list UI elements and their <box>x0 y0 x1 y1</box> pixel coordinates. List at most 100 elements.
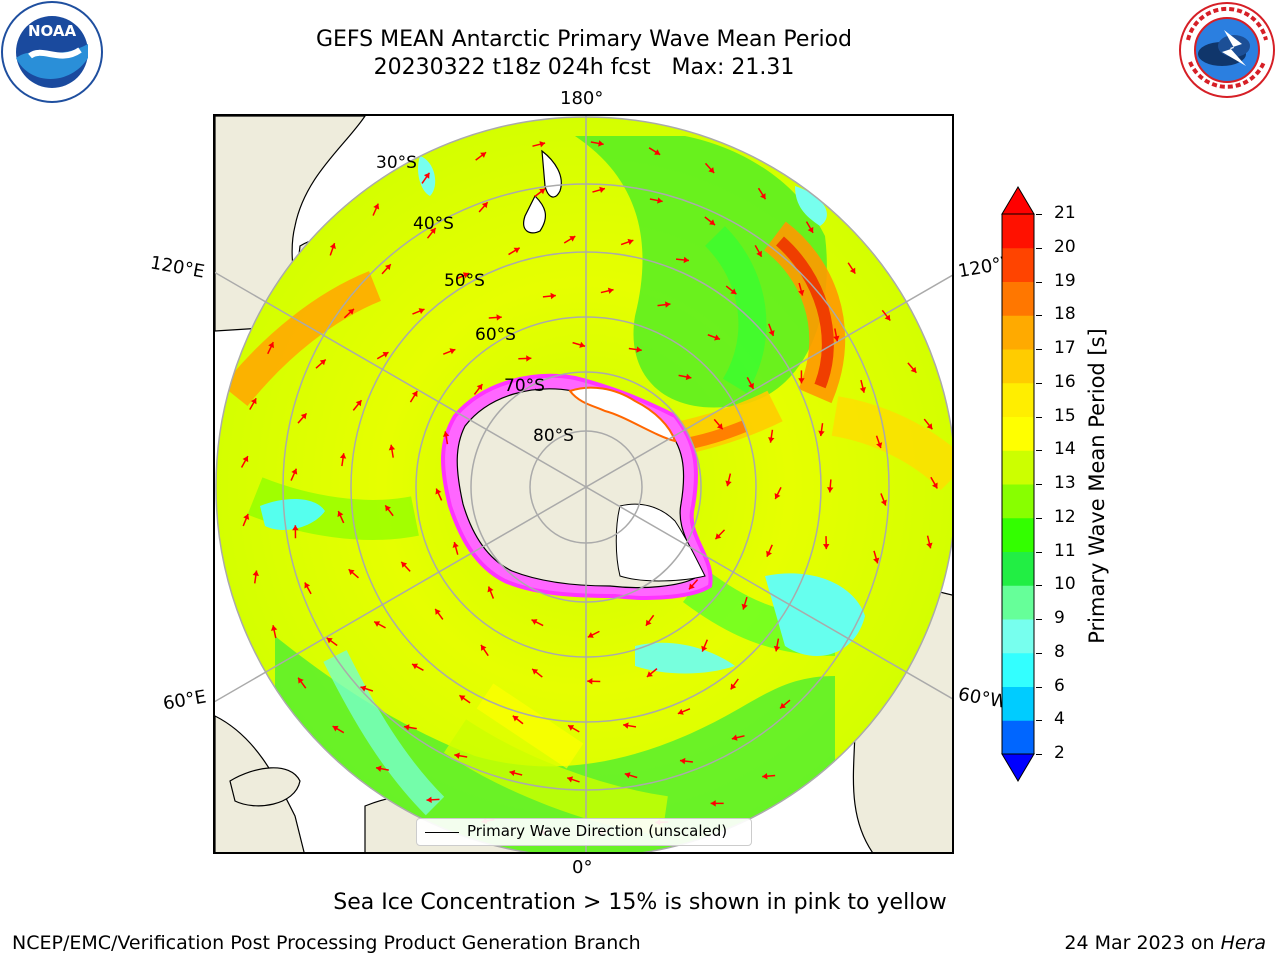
wave-arrow-head <box>725 480 732 487</box>
colorbar-tick-label: 9 <box>1054 608 1065 628</box>
wave-arrow-head <box>683 256 689 264</box>
wave-arrow-head <box>798 378 805 384</box>
chart-subtitle: 20230322 t18z 024h fcst Max: 21.31 <box>373 55 795 80</box>
lat-label-80s: 80°S <box>533 426 574 446</box>
wave-arrow-head <box>679 757 686 765</box>
wave-arrow-head <box>242 456 249 463</box>
colorbar-tick-label: 17 <box>1054 338 1076 358</box>
colorbar-tick-label: 10 <box>1054 574 1076 595</box>
colorbar-bin <box>1002 349 1034 384</box>
footer-machine: Hera <box>1220 932 1266 954</box>
lat-label-40s: 40°S <box>413 214 454 234</box>
wave-arrow-head <box>645 619 652 626</box>
colorbar-bin <box>1002 450 1034 485</box>
wave-arrow-head <box>748 382 754 389</box>
colorbar-tick-label: 2 <box>1054 743 1065 763</box>
colorbar-tick-label: 19 <box>1054 270 1076 291</box>
colorbar-tick-mark <box>1036 720 1042 722</box>
wave-arrow-head <box>579 341 586 348</box>
wave-arrow-head <box>623 722 629 729</box>
colorbar-tick-label: 18 <box>1054 304 1076 325</box>
map-panel <box>213 114 954 854</box>
wave-arrow-head <box>607 287 614 294</box>
wave-arrow-head <box>291 468 298 475</box>
wave-arrow-head <box>532 668 539 675</box>
colorbar-tick-mark <box>1036 585 1042 587</box>
graticule <box>215 116 952 852</box>
wave-arrow-head <box>481 202 488 209</box>
colorbar-tick-mark <box>1036 754 1042 755</box>
wave-arrow-head <box>250 398 257 405</box>
wave-arrow-head <box>714 334 721 341</box>
wave-arrow-head <box>598 140 604 147</box>
wave-arrow-head <box>329 243 336 250</box>
colorbar-tick-mark <box>1036 416 1042 418</box>
wave-arrow-head <box>487 586 494 593</box>
wave-arrow-head <box>665 301 671 308</box>
colorbar-bin <box>1002 585 1034 620</box>
wave-arrow-head <box>531 619 538 625</box>
wave-arrow-head <box>688 583 695 590</box>
colorbar <box>1000 186 1036 782</box>
wave-arrow-head <box>385 505 391 512</box>
colorbar-tick-label: 12 <box>1054 506 1076 527</box>
colorbar-tick-label: 20 <box>1054 236 1076 257</box>
wave-arrow-head <box>384 264 391 271</box>
chart-title: GEFS MEAN Antarctic Primary Wave Mean Pe… <box>315 27 853 52</box>
wave-arrow-head <box>388 444 396 451</box>
colorbar-tick-mark <box>1036 450 1042 452</box>
wave-arrow-head <box>348 569 355 576</box>
wave-arrow-head <box>760 193 766 200</box>
wave-arrow-head <box>756 250 762 257</box>
legend-line-swatch <box>425 832 459 833</box>
wave-arrow-head <box>569 236 576 242</box>
wave-arrow-head <box>587 632 594 638</box>
colorbar-min-extend <box>1001 753 1035 782</box>
wave-arrow-head <box>876 442 883 449</box>
wave-arrow-head <box>449 348 456 355</box>
wave-arrow-head <box>822 543 830 550</box>
footer-date: 24 Mar 2023 on <box>1064 932 1221 954</box>
wave-arrow-head <box>550 292 556 300</box>
wave-arrow-head <box>833 335 840 342</box>
wave-arrow-head <box>480 644 487 651</box>
wave-arrow-head <box>768 437 775 443</box>
wave-arrow-head <box>910 366 917 373</box>
antarctica <box>441 373 713 600</box>
colorbar-bin <box>1002 281 1034 316</box>
colorbar-tick-label: 21 <box>1054 203 1076 223</box>
wave-arrow-head <box>355 400 362 407</box>
wave-arrow-head <box>509 769 516 777</box>
footer-right: 24 Mar 2023 on Hera <box>1064 932 1266 954</box>
colorbar-bin <box>1002 484 1034 519</box>
colorbar-tick-mark <box>1036 315 1042 317</box>
colorbar-bin <box>1002 416 1034 451</box>
wave-arrow-head <box>454 752 460 759</box>
colorbar-tick-mark <box>1036 619 1042 620</box>
polar-map <box>215 116 952 852</box>
colorbar-tick-mark <box>1036 281 1042 283</box>
map-legend: Primary Wave Direction (unscaled) <box>416 818 752 846</box>
wave-arrow-head <box>709 219 716 226</box>
nws-logo <box>1176 0 1278 100</box>
lat-label-70s: 70°S <box>504 376 545 396</box>
wave-arrow-head <box>337 511 344 518</box>
wave-arrow-head <box>435 608 441 615</box>
wave-arrow-head <box>931 482 938 489</box>
lat-label-60s: 60°S <box>475 325 516 345</box>
wave-arrow-head <box>418 308 425 315</box>
colorbar-tick-mark <box>1036 652 1042 654</box>
wave-arrow-head <box>526 355 532 362</box>
wave-arrow-head <box>373 203 380 210</box>
lon-label-top: 180° <box>560 88 604 109</box>
wave-arrow-head <box>766 550 772 557</box>
wave-arrow-head <box>512 715 519 722</box>
colorbar-tick-mark <box>1036 247 1042 249</box>
wave-arrow-head <box>300 413 307 420</box>
colorbar-bin <box>1002 720 1034 755</box>
wave-arrow-head <box>252 570 260 576</box>
wave-arrow-head <box>798 289 805 296</box>
wave-arrow-head <box>807 226 814 233</box>
colorbar-title: Primary Wave Mean Period [s] <box>1085 328 1109 644</box>
colorbar-bin <box>1002 686 1034 721</box>
